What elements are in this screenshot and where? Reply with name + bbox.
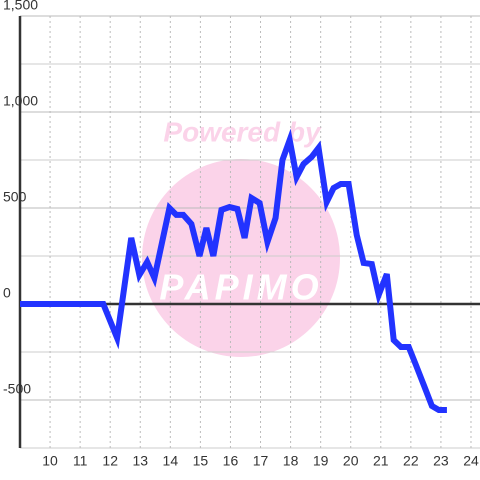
x-tick-label: 17 (253, 453, 269, 469)
watermark-text: Powered by (163, 116, 322, 147)
x-tick-label: 11 (73, 453, 88, 469)
x-tick-label: 21 (373, 453, 389, 469)
x-tick-label: 16 (223, 453, 239, 469)
x-tick-label: 23 (433, 453, 449, 469)
x-tick-label: 18 (283, 453, 299, 469)
x-tick-label: 19 (313, 453, 329, 469)
watermark-logo: PAPIMO (159, 267, 322, 308)
watermark-circle (142, 159, 340, 357)
y-tick-label: 500 (3, 189, 27, 205)
line (20, 128, 447, 413)
x-tick-label: 20 (343, 453, 359, 469)
x-tick-label: 22 (403, 453, 419, 469)
x-tick-label: 14 (163, 453, 179, 469)
x-tick-label: 15 (193, 453, 209, 469)
y-tick-label: 1,500 (3, 0, 38, 13)
x-tick-label: 24 (463, 453, 479, 469)
y-tick-label: -500 (3, 381, 31, 397)
y-tick-label: 0 (3, 285, 11, 301)
x-tick-label: 12 (102, 453, 118, 469)
x-tick-label: 13 (132, 453, 148, 469)
x-tick-label: 10 (42, 453, 58, 469)
